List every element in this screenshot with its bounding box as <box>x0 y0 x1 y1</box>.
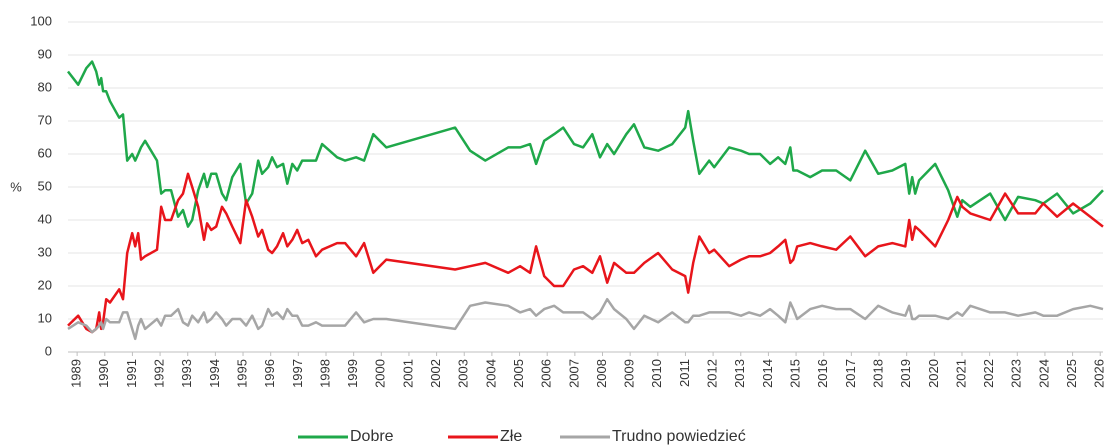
x-tick-label: 2018 <box>870 359 885 388</box>
series-line <box>67 297 1104 341</box>
x-tick-label: 1990 <box>96 359 111 388</box>
y-tick-label: 0 <box>45 343 52 358</box>
y-tick-label: 40 <box>38 211 52 226</box>
x-tick-label: 1998 <box>317 359 332 388</box>
x-tick-label: 2021 <box>953 359 968 388</box>
y-tick-label: 100 <box>30 13 52 28</box>
x-tick-label: 2016 <box>815 359 830 388</box>
series-line <box>67 172 1104 334</box>
x-tick-label: 2026 <box>1092 359 1106 388</box>
x-tick-label: 2001 <box>400 359 415 388</box>
y-tick-label: 70 <box>38 112 52 127</box>
x-tick-label: 2024 <box>1036 359 1051 388</box>
x-tick-label: 1993 <box>179 359 194 388</box>
x-tick-label: 1996 <box>262 359 277 388</box>
y-axis-label: % <box>10 179 22 194</box>
x-tick-label: 1991 <box>124 359 139 388</box>
series-line <box>67 60 1104 228</box>
legend-label: Dobre <box>350 428 394 445</box>
y-tick-label: 10 <box>38 310 52 325</box>
x-tick-label: 1995 <box>234 359 249 388</box>
y-tick-label: 20 <box>38 277 52 292</box>
x-tick-label: 2013 <box>732 359 747 388</box>
x-tick-label: 2019 <box>898 359 913 388</box>
y-tick-label: 80 <box>38 79 52 94</box>
x-tick-label: 2008 <box>594 359 609 388</box>
x-tick-label: 1989 <box>69 359 84 388</box>
legend-label: Złe <box>500 428 522 445</box>
x-tick-label: 2025 <box>1064 359 1079 388</box>
y-tick-label: 90 <box>38 46 52 61</box>
x-tick-label: 1997 <box>290 359 305 388</box>
x-tick-label: 2023 <box>1009 359 1024 388</box>
x-tick-label: 2000 <box>373 359 388 388</box>
x-tick-label: 2005 <box>511 359 526 388</box>
y-tick-label: 60 <box>38 145 52 160</box>
x-tick-label: 2015 <box>788 359 803 388</box>
x-tick-label: 2004 <box>483 359 498 388</box>
legend-label: Trudno powiedzieć <box>612 428 746 445</box>
x-tick-label: 1994 <box>207 359 222 388</box>
x-tick-label: 2017 <box>843 359 858 388</box>
y-tick-label: 50 <box>38 178 52 193</box>
y-tick-label: 30 <box>38 244 52 259</box>
x-tick-label: 2011 <box>677 359 692 387</box>
x-tick-label: 2003 <box>456 359 471 388</box>
x-tick-label: 2012 <box>705 359 720 388</box>
x-tick-label: 1999 <box>345 359 360 388</box>
x-tick-label: 2010 <box>649 359 664 388</box>
x-tick-label: 2020 <box>926 359 941 388</box>
x-tick-label: 2006 <box>539 359 554 388</box>
x-tick-label: 2002 <box>428 359 443 388</box>
x-tick-label: 2007 <box>566 359 581 388</box>
x-tick-label: 1992 <box>152 359 167 388</box>
x-tick-label: 2014 <box>760 359 775 388</box>
x-tick-label: 2022 <box>981 359 996 388</box>
x-tick-label: 2009 <box>622 359 637 388</box>
